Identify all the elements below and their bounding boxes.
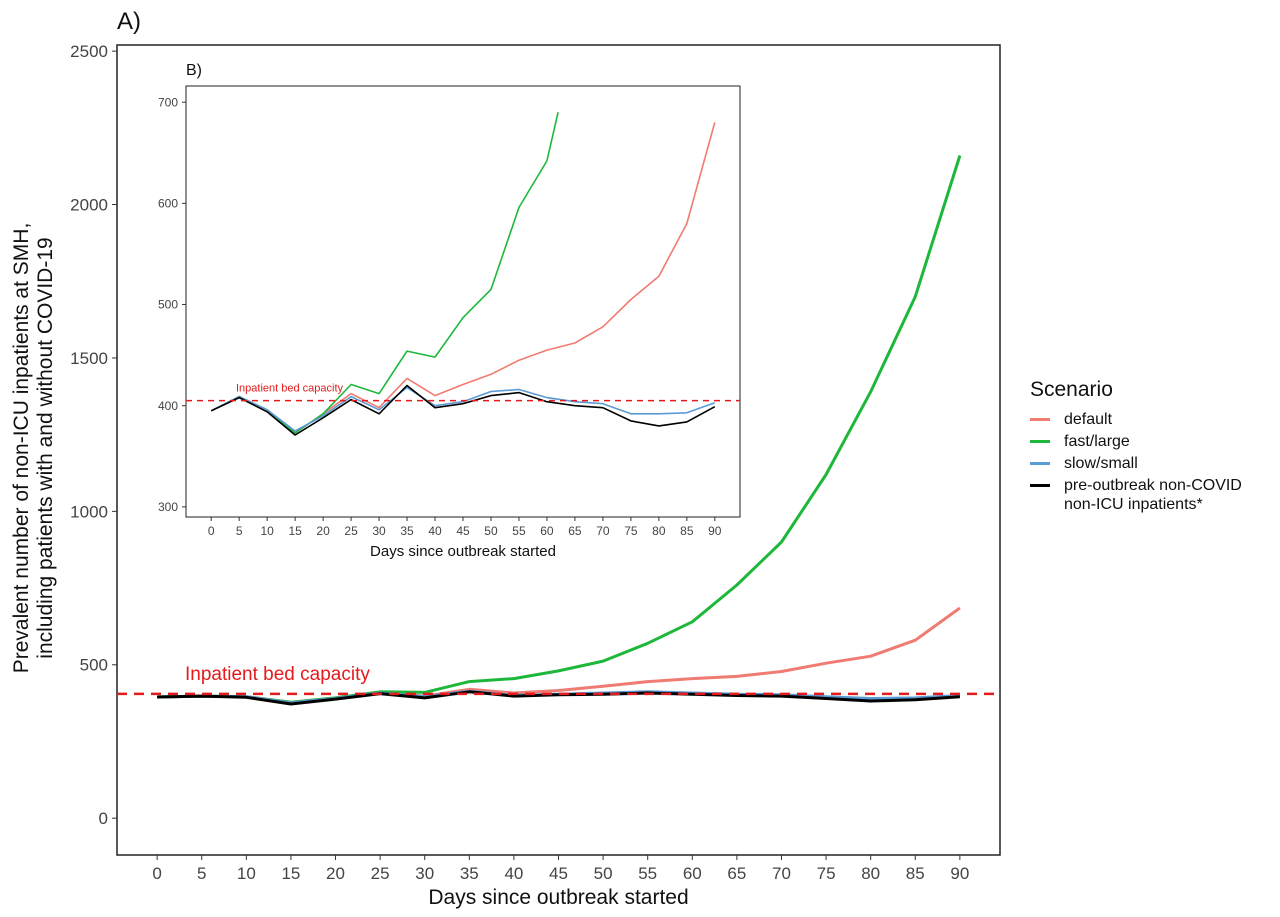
y-tick-label: 1000: [70, 502, 108, 521]
y-tick-label: 600: [158, 197, 178, 211]
x-tick-label: 35: [460, 864, 479, 883]
legend-item: slow/small: [1030, 454, 1242, 473]
data-layer: [117, 155, 1000, 706]
x-tick-label: 65: [568, 524, 582, 538]
x-axis-title: Days since outbreak started: [428, 886, 688, 909]
y-tick-label: 700: [158, 95, 178, 109]
x-tick-label: 15: [288, 524, 302, 538]
x-tick-label: 0: [152, 864, 161, 883]
x-tick-label: 15: [281, 864, 300, 883]
plot-frame: [185, 85, 741, 518]
x-tick-label: 30: [372, 524, 386, 538]
x-tick-label: 45: [456, 524, 470, 538]
x-tick-label: 40: [504, 864, 523, 883]
x-tick-label: 0: [208, 524, 215, 538]
x-tick-label: 75: [817, 864, 836, 883]
y-tick-label: 500: [80, 656, 108, 675]
x-tick-label: 75: [624, 524, 638, 538]
y-axis-title-line: including patients with and without COVI…: [34, 237, 57, 658]
y-tick-label: 500: [158, 298, 178, 312]
x-tick-label: 55: [638, 864, 657, 883]
x-tick-label: 20: [316, 524, 330, 538]
x-tick-label: 85: [680, 524, 694, 538]
legend-item: pre-outbreak non-COVID non-ICU inpatient…: [1030, 476, 1242, 514]
x-axis-title: Days since outbreak started: [370, 543, 556, 560]
y-tick-label: 2500: [70, 42, 108, 61]
legend-swatch: [1030, 462, 1050, 465]
x-tick-label: 70: [596, 524, 610, 538]
x-tick-label: 25: [344, 524, 358, 538]
series-line-pre-outbreak-non-covid: [210, 384, 716, 436]
x-tick-label: 50: [594, 864, 613, 883]
x-tick-label: 10: [237, 864, 256, 883]
x-tick-label: 90: [950, 864, 969, 883]
x-tick-label: 70: [772, 864, 791, 883]
y-axis-title: Prevalent number of non-ICU inpatients a…: [10, 223, 57, 674]
x-tick-label: 80: [652, 524, 666, 538]
x-tick-label: 20: [326, 864, 345, 883]
legend-label: fast/large: [1064, 433, 1130, 450]
x-tick-label: 40: [428, 524, 442, 538]
panel-label: B): [186, 62, 202, 79]
legend-label: default: [1064, 411, 1113, 428]
x-tick-label: 90: [708, 524, 722, 538]
y-tick-label: 1500: [70, 349, 108, 368]
panel-label: A): [117, 8, 141, 35]
x-tick-label: 45: [549, 864, 568, 883]
y-axis-title-line: Prevalent number of non-ICU inpatients a…: [10, 223, 33, 674]
legend-label: slow/small: [1064, 455, 1138, 472]
x-tick-label: 10: [260, 524, 274, 538]
y-tick-label: 400: [158, 399, 178, 413]
capacity-label: Inpatient bed capacity: [236, 383, 344, 395]
series-line-pre-outbreak-non-covid: [157, 690, 961, 706]
legend-items: default fast/large slow/small pre-outbreak …: [1030, 410, 1242, 514]
legend-swatch: [1030, 418, 1050, 421]
x-tick-label: 60: [540, 524, 554, 538]
x-tick-label: 60: [683, 864, 702, 883]
x-tick-label: 55: [512, 524, 526, 538]
inset-plot: 0 5 10 15 20 25 30 35 40 45 50 55 60 65 70 75 80 85 90 300 4…: [158, 62, 741, 560]
x-tick-label: 30: [415, 864, 434, 883]
y-tick-label: 0: [99, 809, 108, 828]
series-line-slow-small: [210, 386, 716, 432]
x-tick-label: 5: [197, 864, 206, 883]
x-tick-label: 80: [861, 864, 880, 883]
x-tick-label: 25: [371, 864, 390, 883]
x-tick-label: 65: [727, 864, 746, 883]
legend-swatch: [1030, 484, 1050, 487]
legend-item: fast/large: [1030, 432, 1242, 451]
legend: Scenario default fast/large slow/small pre-…: [1030, 378, 1242, 517]
legend-swatch: [1030, 440, 1050, 443]
x-tick-label: 50: [484, 524, 498, 538]
data-layer: [186, 112, 740, 436]
y-tick-label: 2000: [70, 195, 108, 214]
x-tick-label: 5: [236, 524, 243, 538]
legend-label: pre-outbreak non-COVID non-ICU inpatient…: [1064, 477, 1242, 513]
y-tick-label: 300: [158, 500, 178, 514]
legend-item: default: [1030, 410, 1242, 429]
legend-title: Scenario: [1030, 378, 1113, 401]
x-tick-label: 35: [400, 524, 414, 538]
capacity-label: Inpatient bed capacity: [185, 664, 370, 685]
x-tick-label: 85: [906, 864, 925, 883]
